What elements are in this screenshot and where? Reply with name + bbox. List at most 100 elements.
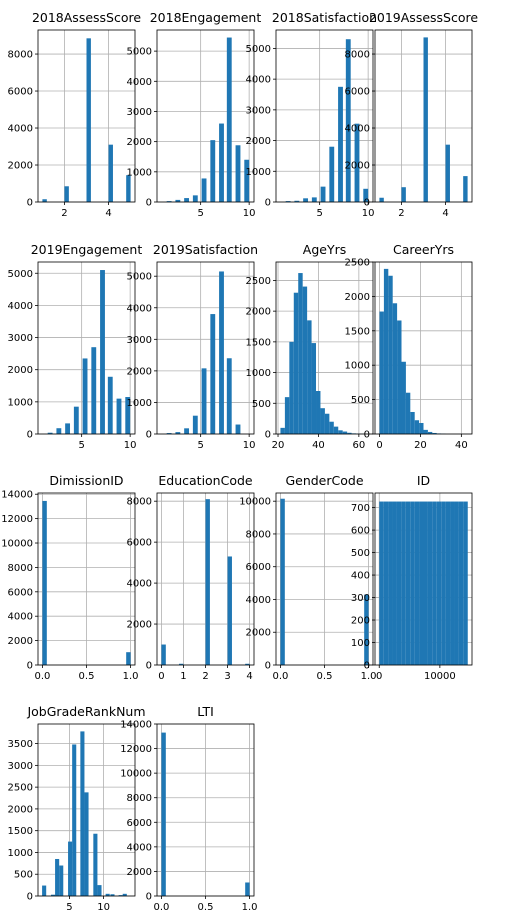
- y-tick-label: 0: [265, 661, 271, 672]
- histogram-bar: [219, 124, 224, 202]
- histogram-bar: [388, 502, 392, 665]
- x-tick-label: 0: [158, 671, 164, 682]
- subplot-title: LTI: [197, 704, 214, 719]
- histogram-bar: [289, 342, 293, 434]
- y-tick-label: 4000: [246, 75, 271, 86]
- y-tick-label: 2000: [127, 366, 152, 377]
- y-tick-label: 600: [351, 526, 370, 537]
- y-tick-label: 4000: [8, 301, 33, 312]
- y-tick-label: 5000: [127, 47, 152, 58]
- x-tick-label: 2: [202, 671, 208, 682]
- subplot-title: DimissionID: [49, 473, 123, 488]
- subplot-title: 2019Engagement: [31, 242, 143, 257]
- y-tick-label: 0: [27, 661, 33, 672]
- subplot-title: JobGradeRankNum: [26, 704, 145, 719]
- y-tick-label: 4000: [246, 595, 271, 606]
- x-tick-label: 4: [105, 208, 111, 219]
- histogram-bar: [161, 645, 165, 665]
- histogram-bar: [384, 502, 388, 665]
- histogram-bar: [446, 145, 450, 202]
- x-tick-label: 2: [398, 208, 404, 219]
- y-tick-label: 4000: [345, 124, 370, 135]
- x-tick-label: 0: [376, 440, 382, 451]
- y-tick-label: 500: [351, 548, 370, 559]
- y-tick-label: 2000: [127, 867, 152, 878]
- x-tick-label: 5: [78, 440, 84, 451]
- histogram-bar: [406, 393, 410, 434]
- y-tick-label: 100: [351, 638, 370, 649]
- x-tick-label: 10: [97, 902, 110, 913]
- histogram-bar: [379, 502, 383, 665]
- histogram-bar: [364, 595, 368, 665]
- x-tick-label: 10: [362, 208, 375, 219]
- histogram-bar: [109, 145, 113, 202]
- y-tick-label: 0: [265, 430, 271, 441]
- x-tick-label: 10: [243, 440, 256, 451]
- histogram-bar: [325, 414, 329, 434]
- histogram-bar: [419, 423, 423, 434]
- histogram-bar: [303, 287, 307, 434]
- histogram-bar: [236, 145, 241, 202]
- x-tick-label: 1.0: [361, 671, 377, 682]
- y-tick-label: 500: [14, 870, 33, 881]
- y-tick-label: 8000: [127, 793, 152, 804]
- y-tick-label: 2500: [345, 258, 370, 269]
- y-tick-label: 8000: [8, 50, 33, 61]
- histogram-bar: [459, 502, 463, 665]
- histogram-bar: [100, 270, 105, 434]
- x-tick-label: 0.0: [34, 671, 50, 682]
- histogram-bar: [410, 412, 414, 434]
- y-tick-label: 1000: [8, 397, 33, 408]
- histogram-bar: [42, 886, 46, 896]
- x-tick-label: 0.5: [79, 671, 95, 682]
- y-tick-label: 2000: [8, 804, 33, 815]
- histogram-bar: [210, 140, 215, 202]
- y-tick-label: 1000: [345, 361, 370, 372]
- y-tick-label: 0: [265, 198, 271, 209]
- histogram-bar: [285, 397, 289, 434]
- histogram-bar: [206, 499, 210, 665]
- histogram-bar: [126, 175, 130, 202]
- histogram-bar: [424, 37, 428, 202]
- y-tick-label: 2000: [246, 136, 271, 147]
- histogram-bar: [42, 501, 46, 665]
- histogram-bar: [446, 502, 450, 665]
- histogram-bar: [245, 882, 249, 896]
- y-tick-label: 3000: [127, 107, 152, 118]
- histogram-bar: [338, 87, 343, 202]
- histogram-bar: [428, 502, 432, 665]
- x-tick-label: 1: [180, 671, 186, 682]
- histogram-dimissionid: DimissionID02000400060008000100001200014…: [1, 473, 138, 682]
- y-tick-label: 4000: [127, 579, 152, 590]
- y-tick-label: 4000: [8, 124, 33, 135]
- subplot-title: EducationCode: [158, 473, 253, 488]
- histogram-bar: [303, 198, 308, 202]
- subplot-title: CareerYrs: [393, 242, 454, 257]
- y-tick-label: 6000: [345, 87, 370, 98]
- histogram-bar: [227, 38, 232, 202]
- x-tick-label: 10: [124, 440, 137, 451]
- y-tick-label: 12000: [1, 514, 33, 525]
- y-tick-label: 0: [364, 198, 370, 209]
- histogram-bar: [228, 556, 232, 665]
- histogram-bar: [161, 733, 165, 896]
- histogram-bar: [280, 499, 284, 665]
- x-tick-label: 40: [455, 440, 468, 451]
- histogram-bar: [108, 377, 113, 434]
- histogram-bar: [424, 502, 428, 665]
- y-tick-label: 2000: [8, 365, 33, 376]
- y-tick-label: 5000: [127, 272, 152, 283]
- x-tick-label: 3: [224, 671, 230, 682]
- histogram-bar: [55, 859, 59, 896]
- histogram-bar: [294, 293, 298, 434]
- histogram-bar: [338, 430, 342, 434]
- y-tick-label: 2000: [8, 161, 33, 172]
- y-tick-label: 10000: [239, 497, 271, 508]
- histogram-bar: [83, 358, 88, 434]
- y-tick-label: 4000: [8, 612, 33, 623]
- histogram-bar: [219, 271, 224, 434]
- y-tick-label: 0: [146, 661, 152, 672]
- x-tick-label: 5: [197, 440, 203, 451]
